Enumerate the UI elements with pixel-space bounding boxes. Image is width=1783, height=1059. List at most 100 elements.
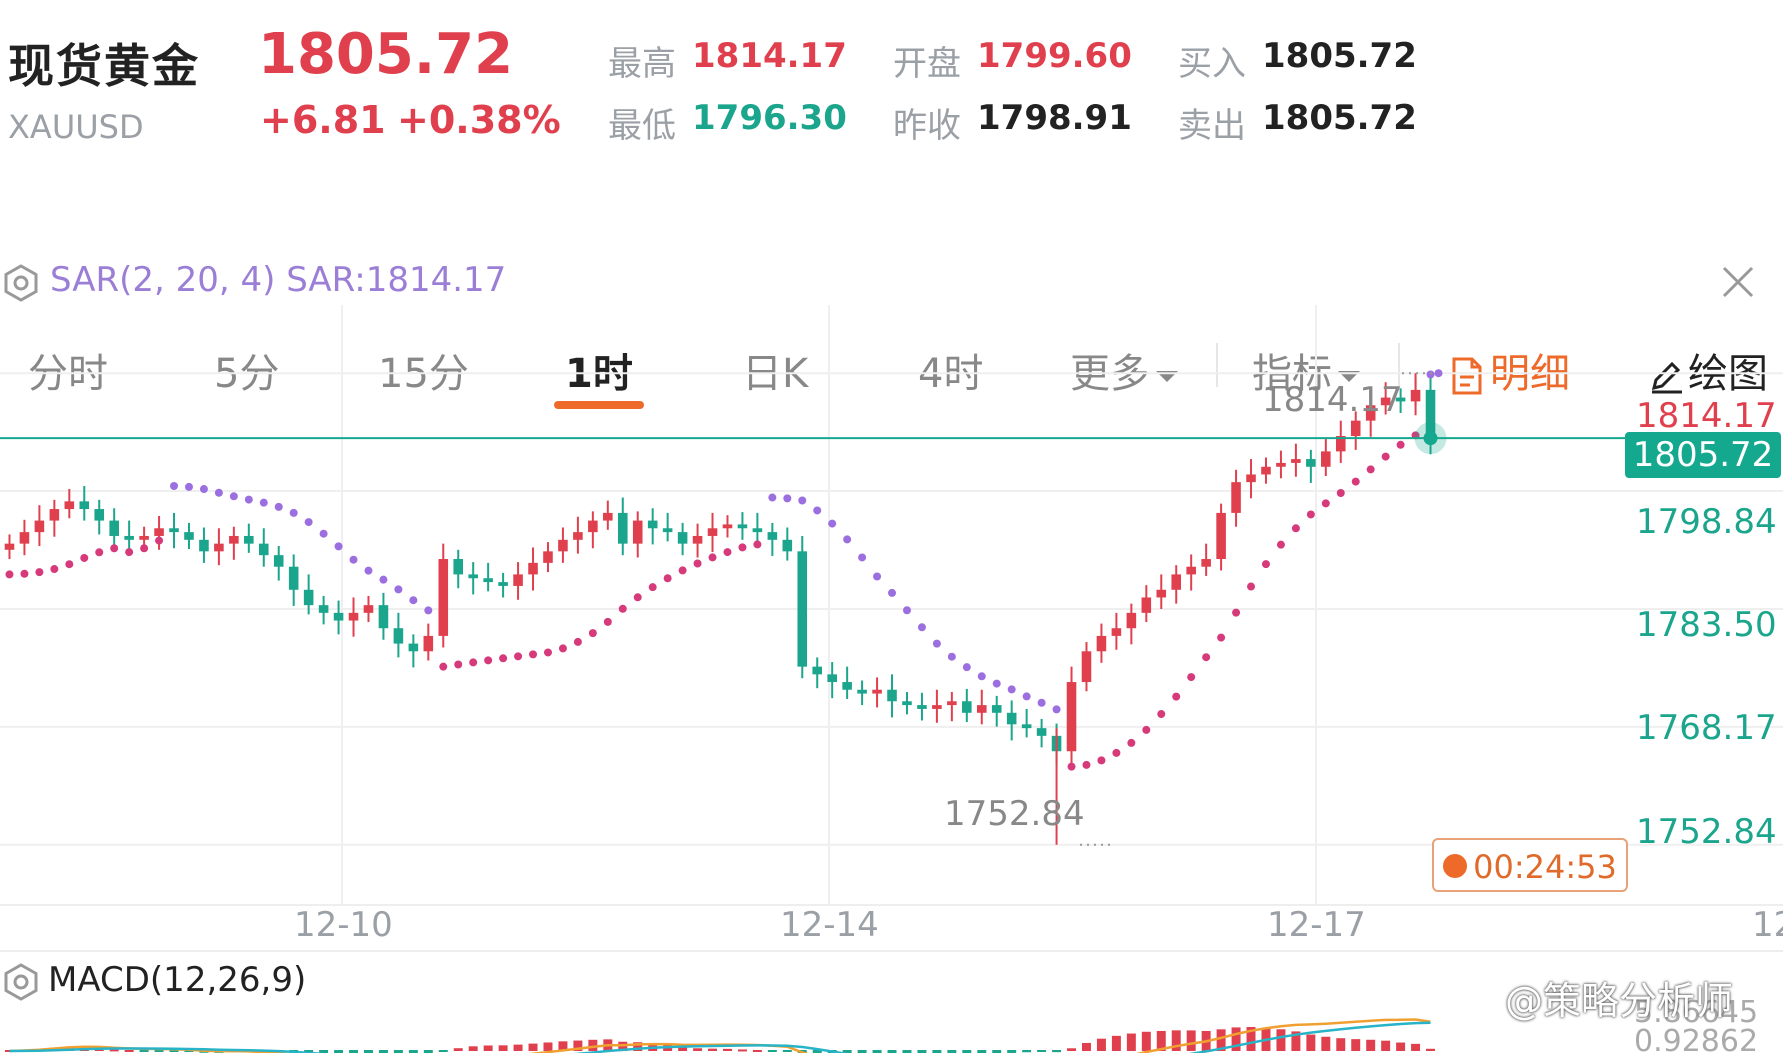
candle-body [1365,405,1376,421]
macd-bar [1022,1050,1032,1053]
macd-bar [588,1039,598,1051]
sar-dot [110,544,119,553]
candle-body [1425,389,1436,439]
open-value: 1799.60 [977,36,1132,76]
high-label: 最高 [608,44,676,84]
candle-body [917,705,927,709]
price-chart[interactable] [0,305,1783,945]
sar-dot [693,559,702,568]
macd-bar [453,1048,463,1051]
candle-body [543,551,553,563]
sar-dot [1291,524,1300,533]
candle-body [124,535,134,540]
candle-body [1096,635,1107,652]
candle-body [976,705,987,713]
sar-dot [514,652,523,661]
high-value: 1814.17 [692,36,847,76]
sar-dot [573,637,582,646]
chevron-down-icon [1338,370,1360,382]
macd-label: MACD(12,26,9) [48,960,307,1000]
sar-dot [319,529,328,538]
candle-body [1186,566,1196,575]
candle-body [378,605,389,629]
settings-icon[interactable] [2,963,40,1001]
macd-bar [1052,1050,1062,1053]
instrument-symbol: XAUUSD [8,108,144,146]
candle-body [363,605,374,613]
macd-bar [917,1050,927,1053]
x-tick-label: 12-14 [780,905,879,945]
macd-bar [1081,1042,1091,1051]
sar-dot [768,493,777,502]
candle-body [827,674,837,683]
candle-body [528,562,538,575]
candle-body [79,501,90,510]
candle-body [94,509,105,521]
macd-bar [349,1050,359,1053]
candle-body [333,612,344,621]
sar-dot [663,574,672,583]
candle-body [483,578,493,583]
sar-dot [1172,692,1181,701]
sar-dot [1306,510,1315,519]
sar-dot [678,566,687,575]
sar-dot [932,639,941,648]
sar-dot [1097,756,1106,765]
macd-bar [678,1047,688,1051]
macd-bar [842,1050,852,1053]
macd-bar [1336,1038,1346,1051]
sar-dot [1381,452,1390,461]
macd-bar [558,1041,568,1051]
sar-dot [289,508,298,517]
candle-body [737,524,748,529]
macd-bar [962,1050,972,1053]
candle-body [49,509,60,521]
macd-bar [947,1050,957,1053]
candle-body [707,528,718,536]
y-tick-label: 1783.50 [1636,605,1777,645]
settings-icon[interactable] [2,264,40,302]
macd-bar [468,1046,478,1051]
watermark: @策略分析师 [1505,979,1734,1023]
sar-dot [588,629,597,638]
sar-dot [873,572,882,581]
macd-chart [4,1018,1436,1053]
low-value: 1796.30 [692,98,847,138]
instrument-title: 现货黄金 [8,39,200,93]
macd-bar [408,1050,418,1053]
macd-bar [1411,1043,1421,1051]
sar-dot [439,662,448,671]
macd-bar [1156,1030,1166,1051]
sar-dot [35,568,44,577]
sar-dot [558,644,567,653]
sar-dot [947,652,956,661]
divider [1398,343,1400,387]
candle-body [1306,459,1316,467]
macd-bar [633,1042,643,1051]
sar-dot [1336,488,1345,497]
macd-bar [1186,1030,1196,1051]
macd-bar [1276,1029,1286,1051]
sar-dot [125,548,134,557]
sar-dot [783,494,792,503]
candle-body [393,628,404,644]
sar-dot [259,498,268,507]
macd-bar [1426,1048,1436,1051]
sar-dot [1127,738,1136,747]
macd-bar [1096,1038,1106,1051]
x-tick-label: 12 [1752,905,1783,945]
sar-dot [798,496,807,505]
macd-bar [378,1050,388,1053]
sar-dot [184,482,193,491]
candle-body [1111,628,1122,636]
close-icon[interactable] [1720,264,1756,300]
sar-dot [170,481,179,490]
macd-bar [1126,1033,1136,1051]
macd-bar [722,1048,732,1051]
current-price-dot [1423,431,1438,446]
sar-dot [618,604,627,613]
macd-bar [693,1048,703,1051]
sar-dot [469,658,478,667]
macd-bar [812,1050,822,1053]
macd-bar [1351,1039,1361,1051]
